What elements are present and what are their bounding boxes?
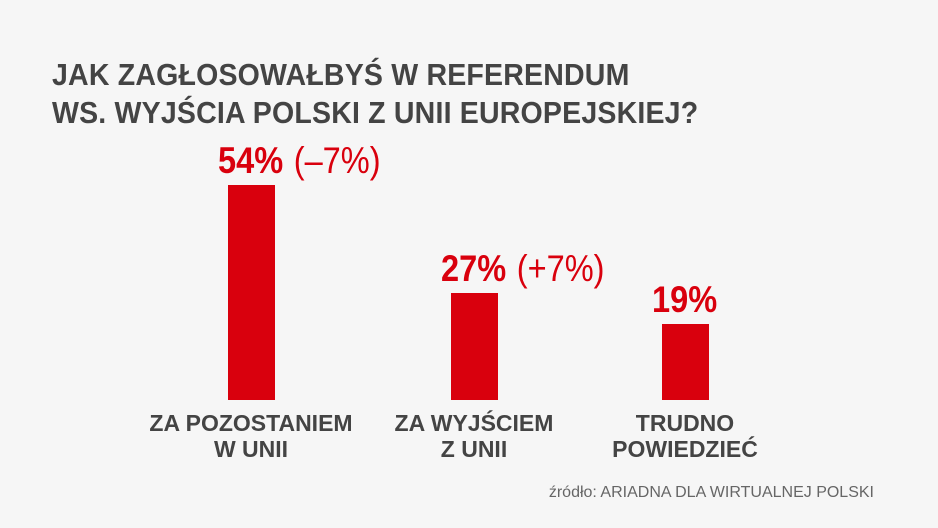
change-text: (–7%) — [293, 140, 381, 181]
value-label-2: 27% (+7%) — [441, 247, 605, 289]
value-label-1: 54% (–7%) — [218, 141, 381, 181]
chart-title-line-2: WS. WYJŚCIA POLSKI Z UNII EUROPEJSKIEJ? — [52, 95, 699, 130]
chart-title: JAK ZAGŁOSOWAŁBYŚ W REFERENDUM WS. WYJŚC… — [52, 56, 698, 132]
chart-title-line-1: JAK ZAGŁOSOWAŁBYŚ W REFERENDUM — [52, 57, 630, 92]
category-line: POWIEDZIEĆ — [612, 436, 758, 462]
value-text: 19% — [652, 279, 718, 321]
bar-2 — [451, 292, 498, 400]
source-note: źródło: ARIADNA DLA WIRTUALNEJ POLSKI — [548, 484, 874, 501]
category-line: ZA POZOSTANIEM — [149, 410, 353, 436]
value-label-3: 19% — [652, 280, 717, 320]
change-text: (+7%) — [516, 247, 605, 289]
category-line: TRUDNO — [635, 410, 735, 436]
bar-1 — [228, 185, 275, 400]
value-text: 54% — [218, 140, 284, 181]
bar-3 — [662, 324, 709, 400]
category-line: W UNII — [213, 436, 289, 462]
category-line: ZA WYJŚCIEM — [394, 410, 554, 436]
category-label-2: ZA WYJŚCIEM Z UNII — [354, 410, 594, 462]
value-text: 27% — [441, 247, 507, 289]
category-label-3: TRUDNO POWIEDZIEĆ — [565, 410, 805, 462]
category-label-1: ZA POZOSTANIEM W UNII — [131, 410, 371, 462]
category-line: Z UNII — [440, 436, 508, 462]
